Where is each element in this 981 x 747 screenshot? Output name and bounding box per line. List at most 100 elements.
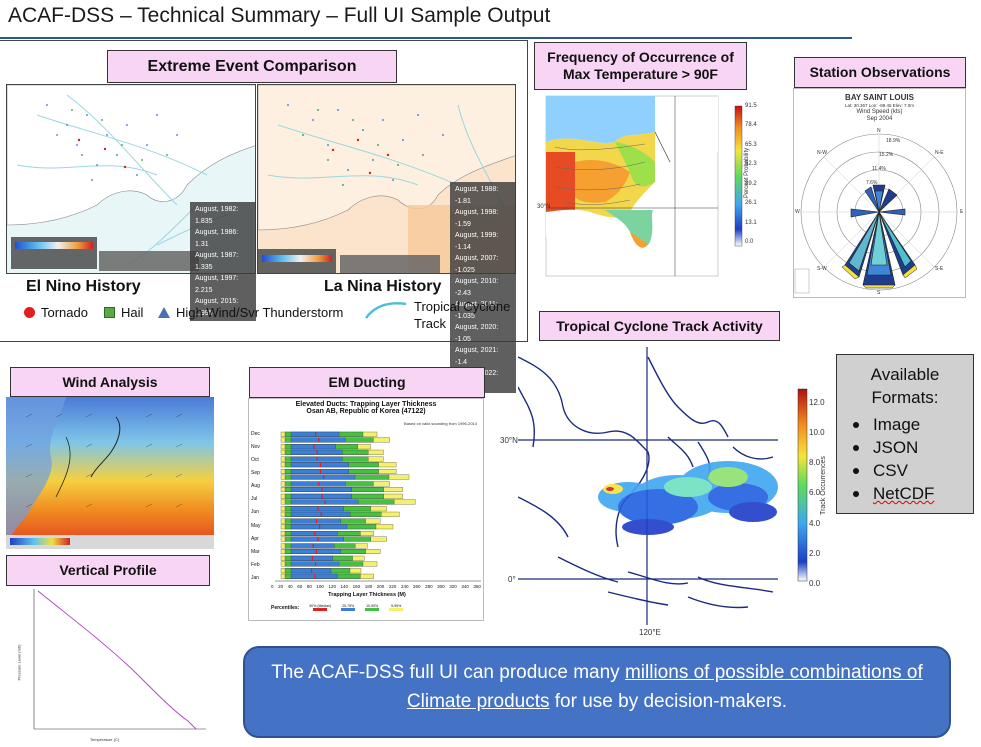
percentile-swatch-icon [365, 608, 380, 611]
la-nina-entry: August, 2021: -1.4 [455, 347, 499, 366]
em-month-label: Feb [251, 561, 260, 568]
el-nino-map[interactable] [6, 84, 256, 274]
bullet-icon [853, 490, 859, 497]
em-percentile-item: 10-90% [365, 604, 380, 611]
percentile-swatch-icon [341, 608, 356, 611]
wind-analysis-map-image [6, 397, 214, 549]
wind-rose-ring-label: 18.9% [886, 138, 901, 144]
callout-link[interactable]: millions of possible combinations of Cli… [406, 662, 923, 712]
la-nina-entry: August, 1998: -1.59 [455, 209, 499, 228]
wind-rose-dir-e: E [960, 209, 964, 215]
format-item-json[interactable]: JSON [849, 436, 963, 459]
vertical-profile-label: Vertical Profile [6, 555, 210, 586]
el-nino-entry: August, 1982: 1.835 [195, 206, 239, 225]
formats-list: Image JSON CSV NetCDF [847, 413, 963, 505]
em-month-label: Jul [251, 496, 258, 503]
em-month-labels: Dec Nov Oct Sep Aug Jul Jun May Apr Mar … [251, 431, 260, 581]
format-item-netcdf[interactable]: NetCDF [849, 482, 963, 505]
la-nina-map[interactable] [257, 84, 516, 274]
em-bar-median [311, 568, 313, 573]
freq-tick: 39.2 [745, 180, 757, 187]
wind-analysis-map[interactable] [6, 397, 214, 549]
em-month-label: Apr [251, 535, 259, 542]
freq-tick: 78.4 [745, 122, 757, 129]
format-item-label: JSON [873, 438, 919, 457]
freq-map[interactable] [535, 92, 779, 284]
percentile-name: 25-75% [342, 604, 355, 608]
cyclone-colorbar-ticks: 12.0 10.0 8.0 6.0 4.0 2.0 0.0 [809, 398, 825, 588]
em-month-label: Jun [251, 509, 260, 516]
em-bar-median [321, 487, 323, 492]
cyclone-tick: 6.0 [809, 488, 821, 498]
em-month-label: Mar [251, 548, 260, 555]
wind-rose-dir-nw: N-W [817, 150, 827, 156]
extreme-event-panel [0, 40, 528, 342]
em-bar-segment [290, 493, 352, 499]
em-bar-median [324, 499, 326, 505]
bullet-icon [853, 444, 859, 451]
em-bar-median [320, 512, 322, 517]
cyclone-lat-label: 0° [508, 575, 516, 584]
em-chart-title: Elevated Ducts: Trapping Layer Thickness [295, 401, 437, 408]
station-chart-title: BAY SAINT LOUIS [845, 93, 914, 102]
legend-tornado: Tornado [24, 305, 88, 320]
cyclone-track-icon [364, 302, 407, 319]
em-x-tick: 180 [364, 584, 373, 589]
wind-analysis-label: Wind Analysis [10, 367, 210, 397]
em-bar-median [323, 474, 325, 480]
wind-triangle-icon [158, 307, 170, 318]
format-item-label: NetCDF [873, 484, 935, 503]
em-bar-median [321, 494, 323, 499]
em-month-label: Sep [251, 470, 260, 477]
la-nina-entry: August, 2011: -1.035 [455, 301, 498, 320]
vertical-profile-image [33, 589, 206, 730]
percentile-swatch-icon [313, 608, 328, 611]
tornado-marker-icon [24, 307, 35, 318]
em-x-tick: 300 [437, 584, 445, 589]
el-nino-entry: August, 2015: 1.995 [195, 298, 239, 317]
page-title: ACAF-DSS – Technical Summary – Full UI S… [8, 4, 551, 27]
wind-rose-dir-s: S [877, 290, 881, 296]
format-item-csv[interactable]: CSV [849, 459, 963, 482]
title-divider [0, 37, 852, 39]
cyclone-map[interactable] [517, 347, 829, 625]
em-bar-median [315, 432, 317, 437]
em-bar-median [318, 437, 320, 443]
la-nina-history-list: August, 1988: -1.81 August, 1998: -1.59 … [450, 182, 516, 393]
cyclone-tick: 0.0 [809, 578, 821, 588]
em-ducting-chart[interactable]: Elevated Ducts: Trapping Layer Thickness… [248, 398, 484, 621]
vertical-profile-ylabel: Pressure Level (mb) [16, 644, 22, 681]
legend-hail: Hail [104, 305, 143, 320]
available-formats-box: Available Formats: Image JSON CSV NetCDF [836, 354, 974, 514]
wind-rose-image [794, 133, 958, 294]
cyclone-tick: 8.0 [809, 458, 821, 468]
em-x-tick: 0 [271, 584, 274, 589]
em-bar-segment [290, 555, 333, 561]
freq-tick: 26.1 [745, 200, 757, 207]
station-period: Sep 2004 [866, 116, 893, 122]
em-percentiles-row: Percentiles: 50% (Median) 25-75% 10-90% … [271, 604, 404, 611]
em-bar-segment [290, 462, 349, 468]
la-nina-entry: August, 1999: -1.14 [455, 232, 499, 251]
formats-title: Available Formats: [870, 365, 940, 407]
freq-map-image [545, 95, 743, 277]
format-item-image[interactable]: Image [849, 413, 963, 436]
em-bar-median [312, 543, 314, 549]
station-coords: Lat: 30.367 Lon: -89.45 Elev: 7.0m [844, 103, 915, 108]
em-x-tick: 80 [306, 584, 312, 589]
wind-rose-dir-w: W [795, 209, 800, 215]
em-xlabel: Trapping Layer Thickness (M) [328, 592, 406, 598]
percentile-name: 5-95% [391, 604, 402, 608]
el-nino-map-image [7, 85, 255, 273]
vertical-profile-chart[interactable] [10, 587, 210, 745]
em-bar-segment [290, 444, 336, 450]
em-bar-median [314, 531, 316, 536]
callout-text-part1: The ACAF-DSS full UI can produce many [271, 662, 625, 683]
cyclone-lat-label: 30°N [500, 436, 518, 445]
format-item-label: Image [873, 415, 921, 434]
freq-tick: 52.3 [745, 161, 757, 168]
em-percentiles-label: Percentiles: [271, 604, 300, 611]
em-bar-median [319, 469, 321, 474]
cyclone-tick: 2.0 [809, 548, 821, 558]
callout-text-part2: for use by decision-makers. [549, 691, 788, 712]
